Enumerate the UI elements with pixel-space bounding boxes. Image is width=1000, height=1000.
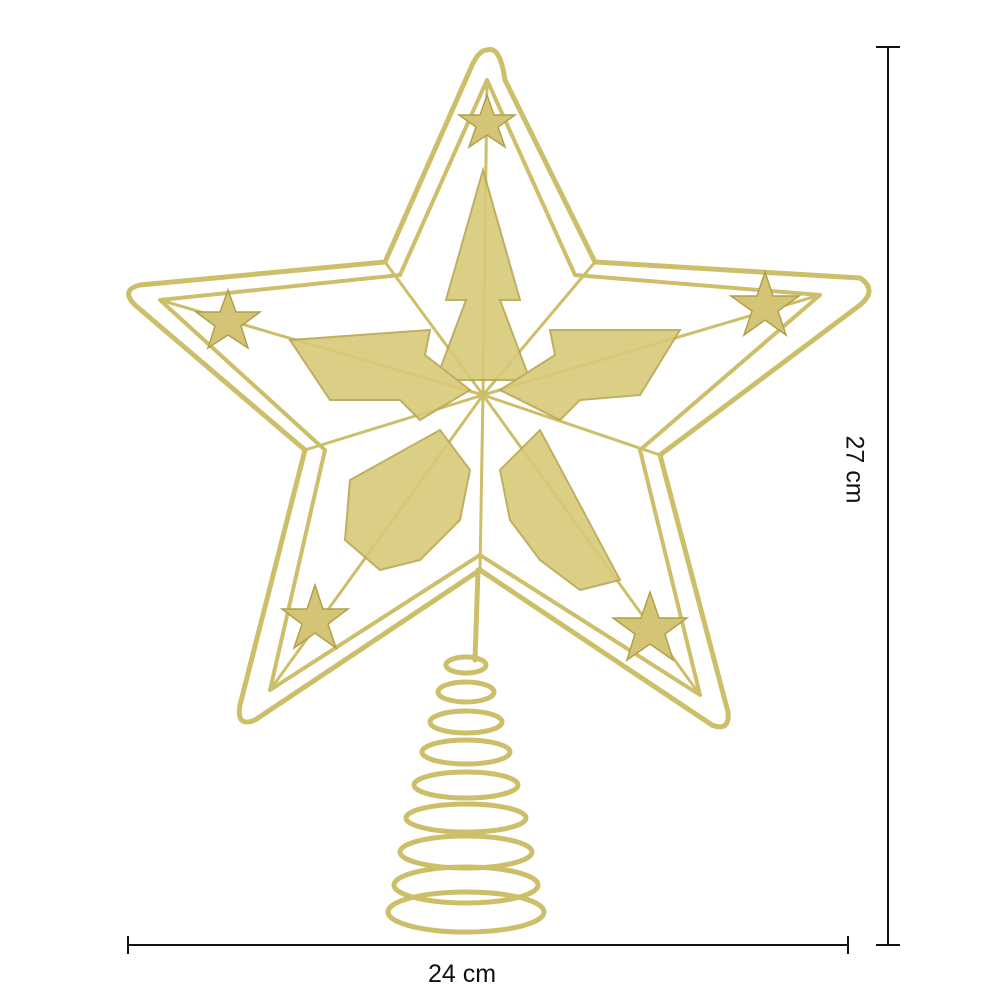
star-decoration-bottom-right [610,589,690,662]
star-outer-frame [126,46,872,730]
width-label: 24 cm [428,960,497,988]
star-decoration-right [728,269,802,337]
star-decoration-bottom-left [279,582,351,650]
dimension-lines [127,46,900,954]
stem [472,567,481,663]
small-glitter-stars [193,92,802,662]
filigree-trees [288,166,682,592]
star-decoration-top [456,92,518,149]
star-decoration-left [193,287,263,350]
height-label: 27 cm [840,435,869,504]
spiral-base [385,654,547,935]
